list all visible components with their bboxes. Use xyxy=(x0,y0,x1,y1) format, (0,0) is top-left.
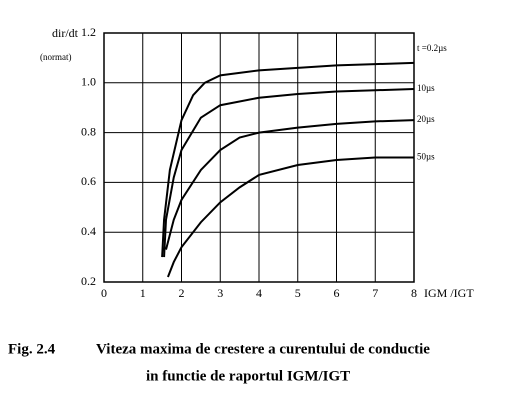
y-tick-label: 1.0 xyxy=(81,75,96,89)
y-tick-label: 1.2 xyxy=(81,25,96,39)
x-label: IGM /IGT xyxy=(424,286,474,300)
y-unit: (normat) xyxy=(40,52,72,62)
x-tick-label: 7 xyxy=(372,286,378,300)
x-tick-label: 4 xyxy=(256,286,262,300)
y-tick-label: 0.6 xyxy=(81,174,96,188)
caption-label: Fig. 2.4 xyxy=(8,341,56,357)
series-line xyxy=(161,61,415,258)
x-tick-label: 8 xyxy=(411,286,417,300)
series-line xyxy=(167,156,414,278)
x-tick-label: 2 xyxy=(179,286,185,300)
caption-line2: in functie de raportul IGM/IGT xyxy=(146,368,350,384)
x-tick-label: 1 xyxy=(140,286,146,300)
series-label: 20µs xyxy=(417,114,435,124)
series-label: t =0.2µs xyxy=(417,43,447,53)
series-line xyxy=(163,88,415,258)
x-tick-label: 3 xyxy=(217,286,223,300)
series-line xyxy=(165,119,415,250)
x-tick-label: 5 xyxy=(295,286,301,300)
series-label: 10µs xyxy=(417,83,435,93)
x-tick-label: 0 xyxy=(101,286,107,300)
x-tick-label: 6 xyxy=(334,286,340,300)
y-tick-label: 0.2 xyxy=(81,274,96,288)
series-label: 50µs xyxy=(417,152,435,162)
y-tick-label: 0.4 xyxy=(81,224,96,238)
y-tick-label: 0.8 xyxy=(81,124,96,138)
caption-line1: Viteza maxima de crestere a curentului d… xyxy=(96,341,430,357)
y-label: dir/dt xyxy=(52,26,79,40)
